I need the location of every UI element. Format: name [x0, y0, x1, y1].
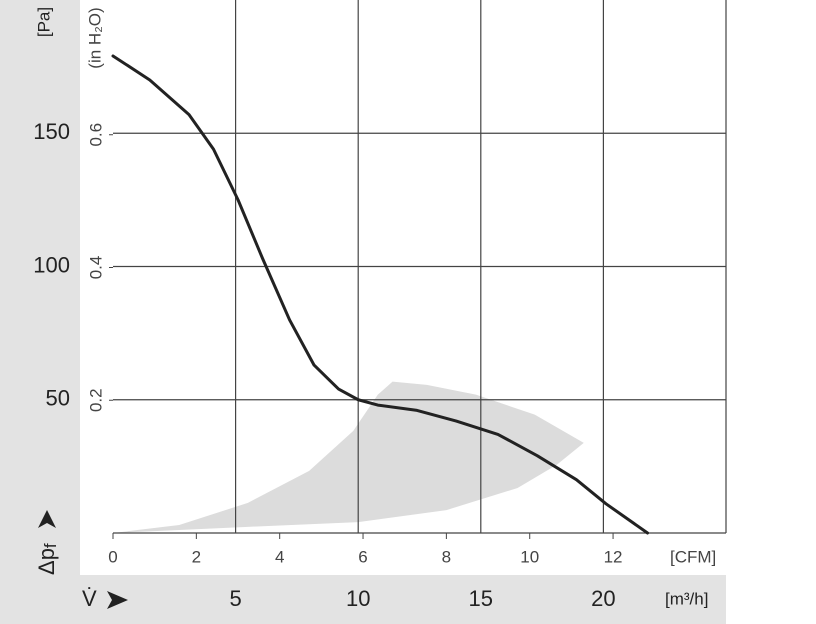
y-label-main: Δp	[34, 548, 59, 575]
x2-tick-label: 0	[108, 547, 117, 566]
x-arrow	[107, 591, 128, 609]
x-tick-label: 20	[591, 586, 615, 611]
x2-tick-label: 4	[275, 547, 284, 566]
x2-tick-label: 8	[442, 547, 451, 566]
x-tick-label: 15	[469, 586, 493, 611]
x2-tick-label: 2	[192, 547, 201, 566]
y-unit: [Pa]	[34, 7, 53, 37]
y-tick-label: 100	[33, 252, 70, 277]
x2-tick-label: 6	[358, 547, 367, 566]
operating-region	[113, 381, 584, 533]
y2-unit: (in H₂O)	[85, 7, 104, 68]
x2-unit: [CFM]	[670, 547, 716, 566]
x2-tick-label: 12	[604, 547, 623, 566]
y2-tick-label: 0.4	[86, 256, 105, 280]
x-tick-label: 5	[229, 586, 241, 611]
y2-tick-label: 0.6	[86, 123, 105, 147]
x-unit: [m³/h]	[665, 589, 708, 608]
x-label: V̇	[82, 586, 97, 611]
y2-tick-label: 0.2	[86, 388, 105, 412]
y-tick-label: 50	[46, 386, 70, 411]
plot-area	[109, 0, 727, 539]
y-label-sub: f	[41, 543, 60, 548]
y-tick-label: 150	[33, 119, 70, 144]
y-arrow	[38, 510, 56, 528]
fan-curve	[111, 54, 650, 535]
left-band	[0, 0, 80, 624]
y-label: Δpf	[34, 543, 61, 575]
x-tick-label: 10	[346, 586, 370, 611]
x2-tick-label: 10	[520, 547, 539, 566]
